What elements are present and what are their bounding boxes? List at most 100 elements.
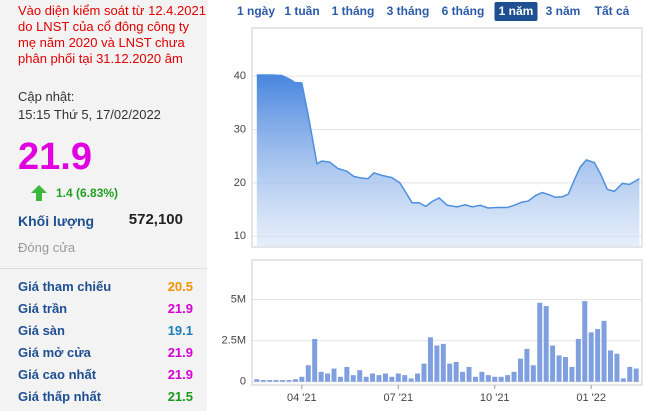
price: 21.9 — [18, 136, 92, 178]
volume-bar — [376, 375, 382, 382]
volume-bar — [280, 380, 286, 382]
price-line — [256, 74, 640, 209]
stat-label: Giá trần — [18, 301, 68, 316]
price-change: 1.4 (6.83%) — [56, 186, 119, 200]
stat-row: Giá tham chiếu 20.5 — [18, 279, 193, 299]
volume-bar — [505, 375, 511, 382]
range-tab[interactable]: 3 tháng — [387, 4, 430, 18]
volume-bar — [331, 368, 337, 382]
y-tick-label: 5M — [231, 293, 246, 305]
stat-label: Giá thấp nhất — [18, 389, 102, 404]
stat-value: 20.5 — [167, 279, 193, 294]
volume-bar — [479, 371, 485, 382]
updated-label: Cập nhật: — [18, 89, 75, 104]
range-tab[interactable]: 6 tháng — [442, 4, 485, 18]
volume-bar — [447, 363, 453, 382]
stat-label: Giá cao nhất — [18, 367, 97, 382]
stat-value: 21.9 — [167, 367, 193, 382]
volume-bar — [537, 302, 543, 382]
volume-bar — [466, 366, 472, 382]
volume-bar — [395, 373, 401, 382]
volume-bar — [627, 366, 633, 382]
volume-bar — [350, 375, 356, 382]
range-tab[interactable]: 1 ngày — [237, 4, 275, 18]
volume-bar — [421, 363, 427, 382]
volume-bar — [524, 348, 530, 382]
y-tick-label: 30 — [234, 123, 246, 135]
volume-bar — [402, 375, 408, 382]
volume-bar — [550, 345, 556, 382]
volume-bar — [292, 379, 298, 382]
stat-row: Giá sàn 19.1 — [18, 323, 193, 343]
volume-value: 572,100 — [128, 211, 183, 228]
volume-bar — [434, 345, 440, 382]
x-tick-label: 10 '21 — [480, 392, 510, 404]
volume-bar — [569, 366, 575, 382]
stat-row: Giá mở cửa 21.9 — [18, 345, 193, 365]
volume-bar — [601, 320, 607, 382]
volume-bar — [575, 338, 581, 382]
y-tick-label: 20 — [234, 177, 246, 189]
tab-active-bg — [494, 2, 538, 21]
volume-bar — [620, 378, 626, 382]
volume-bar — [498, 376, 504, 382]
volume-bar — [614, 353, 620, 382]
volume-bar — [337, 376, 343, 382]
volume-bar — [286, 380, 292, 382]
volume-bar — [357, 370, 363, 382]
range-tab[interactable]: Tất cả — [595, 4, 630, 18]
y-tick-label: 2.5M — [222, 334, 246, 346]
volume-bar — [530, 365, 536, 382]
quote-panel: Vào diện kiểm soát từ 12.4.2021 do LNST … — [0, 0, 207, 411]
volume-bar — [453, 361, 459, 382]
y-tick-label: 0 — [240, 376, 246, 388]
y-tick-label: 10 — [234, 230, 246, 242]
volume-bar — [607, 350, 613, 382]
range-tab[interactable]: 1 tuần — [284, 4, 319, 18]
volume-bar — [344, 366, 350, 382]
volume-bar — [460, 371, 466, 382]
volume-bar — [363, 376, 369, 382]
volume-bar — [588, 332, 594, 382]
volume-bar — [312, 338, 318, 382]
volume-bar — [543, 306, 549, 382]
volume-bar — [408, 378, 414, 382]
up-arrow — [31, 185, 47, 201]
volume-bar — [472, 376, 478, 382]
y-tick-label: 40 — [234, 70, 246, 82]
notice: Vào diện kiểm soát từ 12.4.2021 do LNST … — [18, 3, 206, 66]
stat-row: Giá cao nhất 21.9 — [18, 367, 193, 387]
volume-bar — [440, 343, 446, 382]
stat-label: Giá sàn — [18, 323, 65, 338]
volume-bar — [267, 380, 273, 382]
volume-bar — [325, 373, 331, 382]
volume-bar — [299, 376, 305, 382]
updated-time: 15:15 Thứ 5, 17/02/2022 — [18, 107, 161, 122]
stat-row: Giá trần 21.9 — [18, 301, 193, 321]
range-tab[interactable]: 1 tháng — [332, 4, 375, 18]
volume-label: Khối lượng — [18, 213, 95, 229]
volume-bar — [260, 380, 266, 382]
volume-bar — [595, 329, 601, 382]
volume-bar — [582, 301, 588, 382]
range-tab[interactable]: 3 năm — [546, 4, 581, 18]
stat-label: Giá tham chiếu — [18, 279, 112, 294]
stat-row: Giá thấp nhất 21.5 — [18, 389, 193, 409]
volume-bar — [492, 376, 498, 382]
volume-bar — [382, 373, 388, 382]
volume-bar — [254, 379, 260, 382]
stat-value: 21.9 — [167, 345, 193, 360]
volume-bar — [511, 371, 517, 382]
volume-bar — [318, 371, 324, 382]
plot-frame — [251, 259, 643, 386]
range-tab[interactable]: 1 năm — [499, 4, 534, 18]
volume-bar — [556, 355, 562, 382]
x-tick-label: 04 '21 — [287, 392, 317, 404]
volume-bar — [562, 357, 568, 382]
volume-bar — [305, 365, 311, 382]
volume-bar — [273, 380, 279, 382]
stat-value: 21.5 — [167, 389, 193, 404]
stat-label: Giá mở cửa — [18, 345, 91, 360]
market-status: Đóng cửa — [18, 240, 76, 255]
